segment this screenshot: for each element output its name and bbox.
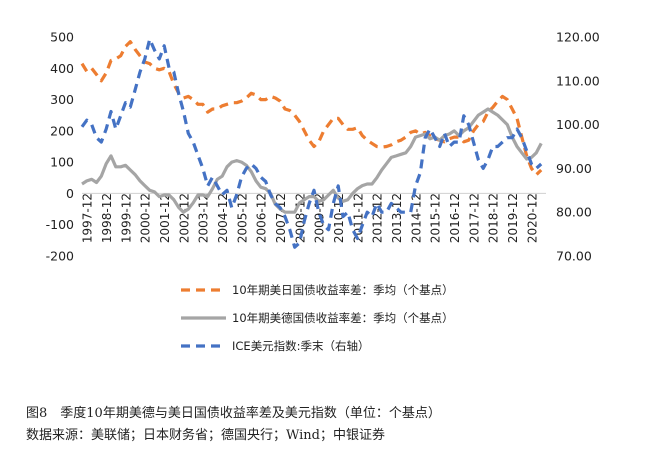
- x-tick-label: 2013-12: [390, 193, 404, 243]
- x-tick-label: 2011-12: [351, 193, 365, 243]
- left-tick-label: 0: [66, 186, 74, 201]
- legend-label-3: ICE美元指数:季末（右轴）: [232, 339, 370, 353]
- x-tick-label: 2005-12: [235, 193, 249, 243]
- left-tick-label: 300: [50, 92, 74, 107]
- left-tick-label: -100: [46, 217, 74, 232]
- left-tick-label: -200: [46, 249, 74, 264]
- legend: 10年期美日国债收益率差：季均（个基点） 10年期美德国债收益率差：季均（个基点）…: [181, 283, 454, 353]
- x-tick-label: 1997-12: [81, 193, 95, 243]
- series-line-1: [80, 40, 543, 177]
- series-line-3: [80, 37, 543, 249]
- left-tick-label: 200: [50, 123, 74, 138]
- left-tick-label: 400: [50, 61, 74, 76]
- x-axis: 1997-12 1998-12 1999-12 2000-12 2001-12 2002-…: [81, 193, 540, 243]
- x-tick-label: 2016-12: [448, 193, 462, 243]
- series-lines: [80, 37, 543, 249]
- x-tick-label: 2017-12: [467, 193, 481, 243]
- x-tick-label: 2014-12: [409, 193, 423, 243]
- x-tick-label: 2018-12: [487, 193, 501, 243]
- x-tick-label: 2012-12: [371, 193, 385, 243]
- x-tick-label: 2020-12: [525, 193, 539, 243]
- x-tick-label: 2001-12: [158, 193, 172, 243]
- left-tick-label: 500: [50, 30, 74, 45]
- x-tick-label: 1999-12: [119, 193, 133, 243]
- series-line-2: [81, 107, 543, 214]
- chart: 500 400 300 200 100 0 -100 -200 120.00 110.00 100…: [46, 30, 600, 354]
- legend-label-2: 10年期美德国债收益率差：季均（个基点）: [232, 311, 454, 325]
- right-tick-label: 90.00: [556, 161, 592, 176]
- x-tick-label: 2004-12: [216, 193, 230, 243]
- right-tick-label: 80.00: [556, 205, 592, 220]
- x-tick-label: 2003-12: [197, 193, 211, 243]
- x-tick-label: 2015-12: [429, 193, 443, 243]
- left-tick-label: 100: [50, 155, 74, 170]
- right-tick-label: 70.00: [556, 249, 592, 264]
- right-tick-label: 120.00: [556, 30, 600, 45]
- x-tick-label: 1998-12: [100, 193, 114, 243]
- x-tick-label: 2006-12: [255, 193, 269, 243]
- figure-caption: 图8 季度10年期美德与美日国债收益率差及美元指数（单位：个基点）: [26, 406, 441, 421]
- legend-label-1: 10年期美日国债收益率差：季均（个基点）: [232, 283, 454, 297]
- right-axis: 120.00 110.00 100.00 90.00 80.00 70.00: [556, 30, 600, 264]
- right-tick-label: 100.00: [556, 117, 600, 132]
- x-tick-label: 2000-12: [139, 193, 153, 243]
- x-tick-label: 2002-12: [177, 193, 191, 243]
- left-axis: 500 400 300 200 100 0 -100 -200: [46, 30, 74, 264]
- data-source: 数据来源：美联储；日本财务省；德国央行；Wind；中银证券: [26, 428, 385, 443]
- x-tick-label: 2019-12: [506, 193, 520, 243]
- right-tick-label: 110.00: [556, 73, 600, 88]
